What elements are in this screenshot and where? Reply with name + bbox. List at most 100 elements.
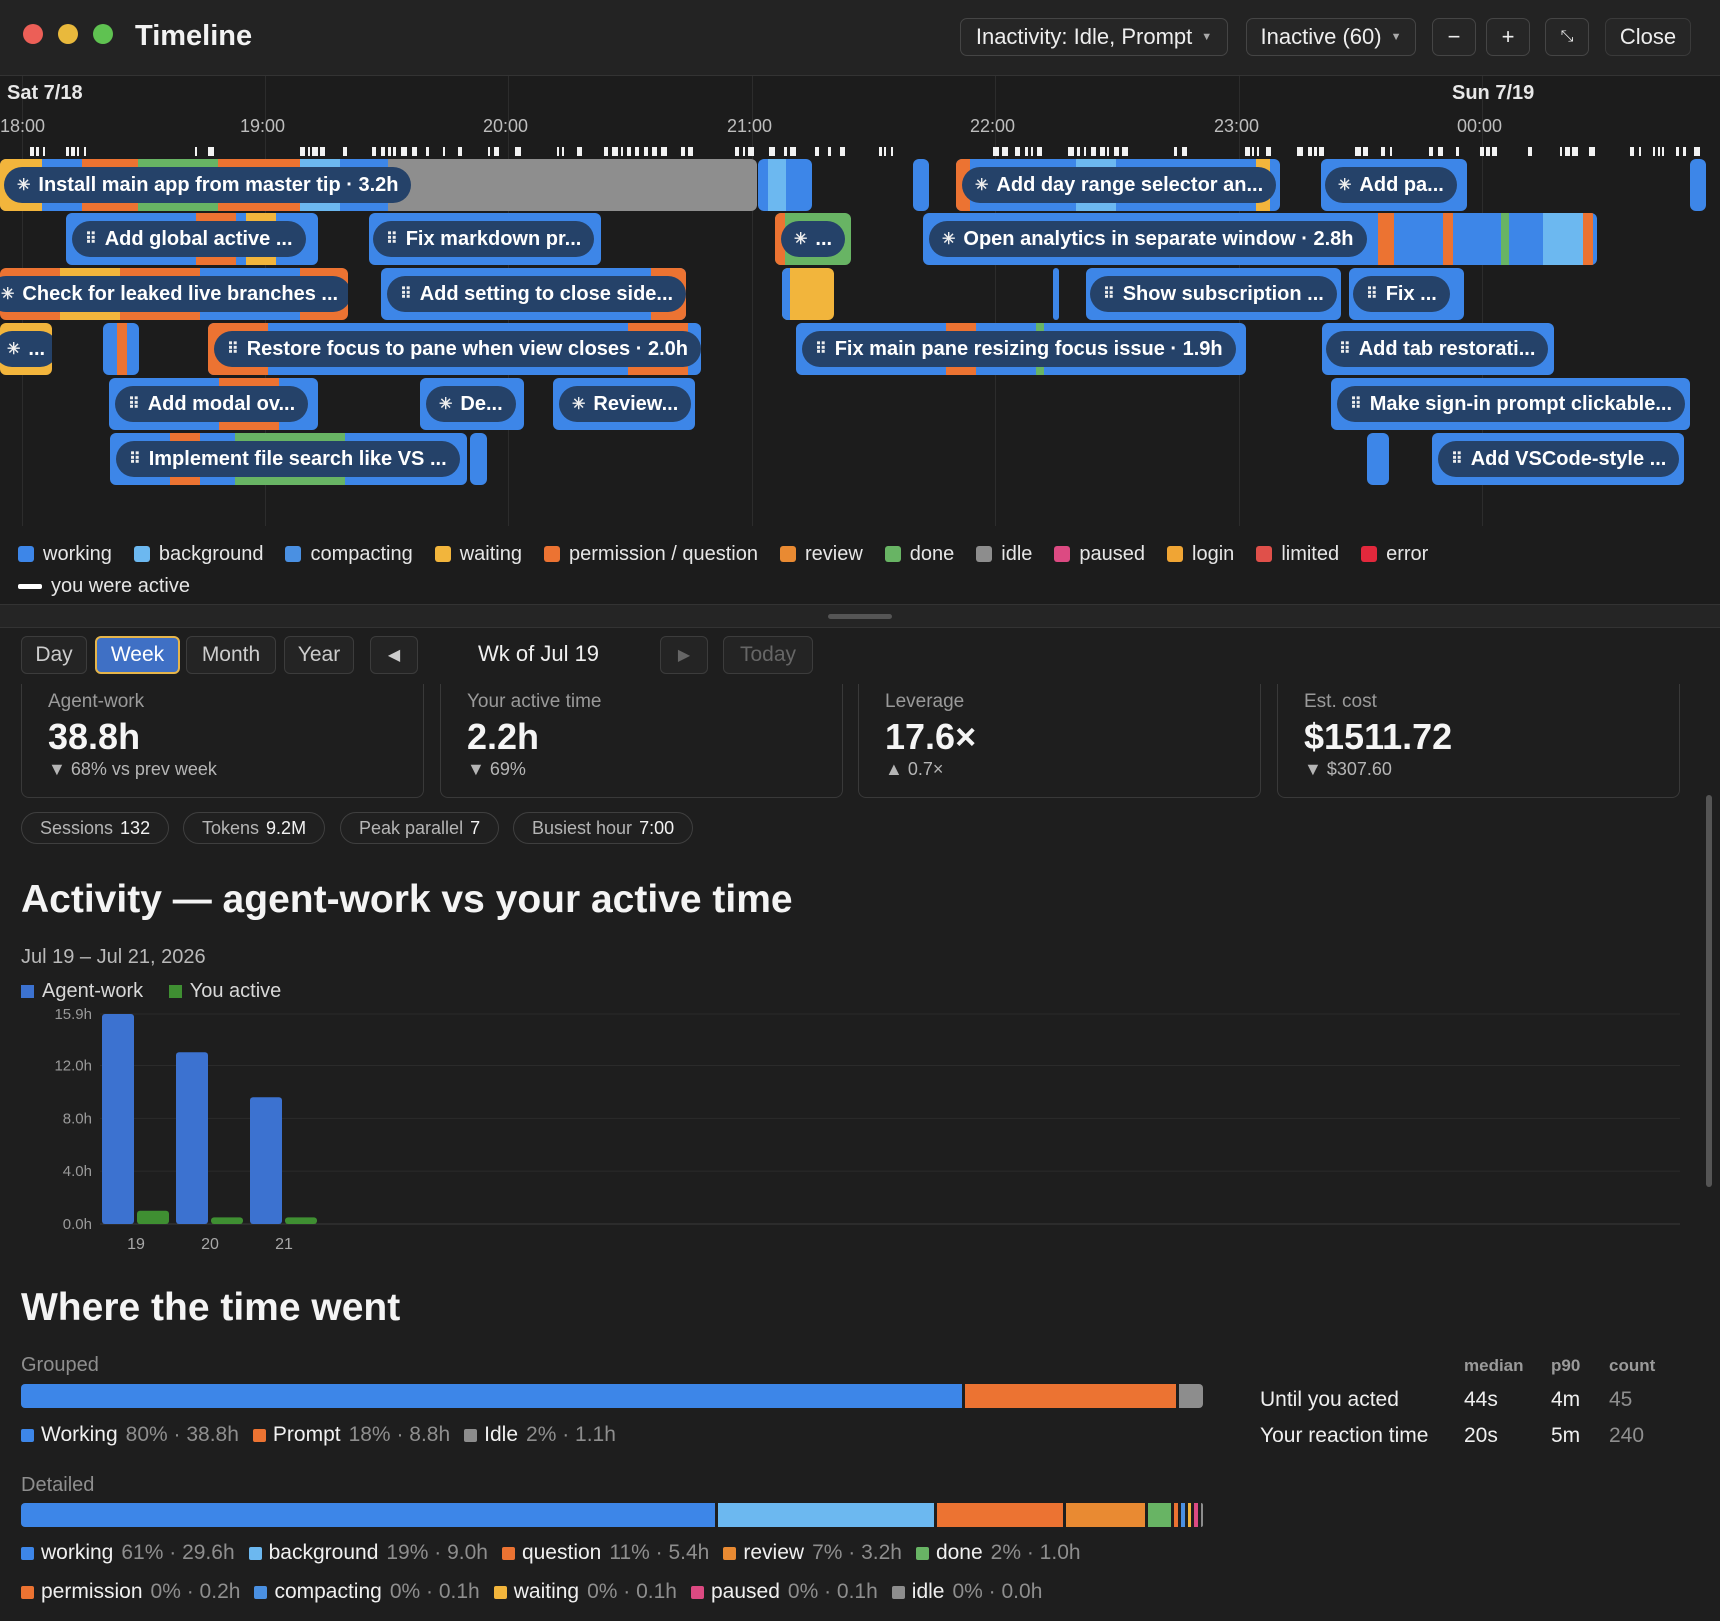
- minimize-window-button[interactable]: [58, 24, 78, 44]
- activity-tick: [1589, 147, 1595, 156]
- range-day-button[interactable]: Day: [21, 636, 87, 674]
- activity-date-range: Jul 19 – Jul 21, 2026: [21, 946, 206, 968]
- detailed-segment[interactable]: [1065, 1503, 1146, 1527]
- breakdown-legend-idle: idle 0% · 0.0h: [891, 1580, 1042, 1604]
- sparkle-icon: ✳: [17, 177, 31, 194]
- activity-tick: [1653, 147, 1655, 156]
- detailed-segment[interactable]: [1173, 1503, 1179, 1527]
- activity-tick: [1308, 147, 1312, 156]
- session-bar[interactable]: ⠿ Implement file search like VS ...: [110, 433, 467, 485]
- session-label: ✳...: [0, 331, 52, 367]
- x-tick-label: 21: [275, 1236, 293, 1253]
- column-header: count: [1609, 1356, 1656, 1375]
- session-bar[interactable]: ✳ Review...: [553, 378, 695, 430]
- session-bar[interactable]: ⠿ Fix ...: [1349, 268, 1464, 320]
- session-bar[interactable]: ✳ Check for leaked live branches ...: [0, 268, 348, 320]
- detailed-segment[interactable]: [718, 1503, 935, 1527]
- stat-label: Leverage: [885, 691, 965, 712]
- activity-tick: [443, 147, 445, 156]
- previous-period-button[interactable]: ◀: [370, 636, 418, 674]
- session-bar[interactable]: [1690, 159, 1706, 211]
- today-button[interactable]: Today: [723, 636, 813, 674]
- activity-tick: [1381, 147, 1385, 156]
- inactivity-filter-dropdown[interactable]: Inactivity: Idle, Prompt ▼: [960, 18, 1228, 56]
- chart-legend: Agent-work You active: [21, 980, 301, 1004]
- hour-label: 22:00: [970, 116, 1016, 136]
- zoom-out-button[interactable]: −: [1432, 18, 1476, 56]
- range-year-button[interactable]: Year: [284, 636, 354, 674]
- zoom-in-button[interactable]: +: [1486, 18, 1530, 56]
- hour-label: 23:00: [1214, 116, 1260, 136]
- activity-tick: [790, 147, 796, 156]
- legend-item-compacting: compacting: [285, 538, 413, 570]
- activity-tick: [320, 147, 325, 156]
- session-bar[interactable]: [758, 159, 812, 211]
- count-value: 45: [1609, 1388, 1633, 1411]
- session-bar[interactable]: ✳...: [0, 323, 52, 375]
- session-bar[interactable]: ⠿ Show subscription ...: [1086, 268, 1341, 320]
- detailed-segment[interactable]: [21, 1503, 716, 1527]
- session-bar[interactable]: ✳ Add day range selector an...: [956, 159, 1280, 211]
- detailed-segment[interactable]: [937, 1503, 1063, 1527]
- timeline-panel: Sat 7/18 Sun 7/19 18:00 19:00 20:00 21:0…: [0, 76, 1720, 604]
- hour-label: 19:00: [240, 116, 286, 136]
- session-bar[interactable]: ✳ Open analytics in separate window · 2.8…: [923, 213, 1597, 265]
- session-bar[interactable]: ⠿ Restore focus to pane when view closes …: [208, 323, 701, 375]
- grouped-segment[interactable]: [1179, 1384, 1203, 1408]
- resize-handle-icon[interactable]: [828, 614, 892, 619]
- session-bar[interactable]: [782, 268, 834, 320]
- inactive-dropdown[interactable]: Inactive (60) ▼: [1246, 18, 1416, 56]
- session-bar[interactable]: ⠿ Add global active ...: [66, 213, 318, 265]
- grouped-segment[interactable]: [21, 1384, 962, 1408]
- legend-swatch: [1054, 546, 1071, 562]
- session-bar[interactable]: ✳ Install main app from master tip · 3.2h: [0, 159, 757, 211]
- close-window-button[interactable]: [23, 24, 43, 44]
- next-period-button[interactable]: ▶: [660, 636, 708, 674]
- collapse-button[interactable]: ⤡: [1545, 18, 1589, 56]
- range-week-button[interactable]: Week: [95, 636, 180, 674]
- vertical-scrollbar[interactable]: [1706, 795, 1712, 1187]
- activity-tick: [891, 147, 893, 156]
- grouped-segment[interactable]: [964, 1384, 1177, 1408]
- session-bar[interactable]: [913, 159, 929, 211]
- column-header: p90: [1551, 1356, 1581, 1375]
- session-bar[interactable]: [1053, 268, 1059, 320]
- session-bar[interactable]: ⠿ Add modal ov...: [109, 378, 318, 430]
- detailed-segment[interactable]: [1187, 1503, 1192, 1527]
- session-bar[interactable]: ⠿ Add setting to close side...: [381, 268, 686, 320]
- session-bar[interactable]: ⠿ Add VSCode-style ...: [1432, 433, 1684, 485]
- breakdown-legend-permission: permission 0% · 0.2h: [21, 1580, 240, 1604]
- session-bar[interactable]: [1367, 433, 1389, 485]
- session-bar[interactable]: ⠿ Make sign-in prompt clickable...: [1331, 378, 1690, 430]
- chip-tokens: Tokens 9.2M: [183, 812, 326, 844]
- detailed-segment[interactable]: [1200, 1503, 1203, 1527]
- session-bar[interactable]: ⠿ Fix main pane resizing focus issue · 1.…: [796, 323, 1246, 375]
- stat-label: Your active time: [467, 691, 602, 712]
- drag-handle-icon: ⠿: [129, 451, 141, 468]
- session-bar[interactable]: ✳ Add pa...: [1321, 159, 1467, 211]
- detailed-segment[interactable]: [1148, 1503, 1171, 1527]
- session-bar[interactable]: [470, 433, 487, 485]
- activity-tick: [1257, 147, 1259, 156]
- legend-swatch: [884, 546, 901, 562]
- detailed-segment[interactable]: [1181, 1503, 1185, 1527]
- session-bar[interactable]: [103, 323, 139, 375]
- legend-swatch: [254, 1585, 268, 1599]
- bar-agent-work: [102, 1014, 134, 1224]
- activity-tick: [688, 147, 693, 156]
- activity-tick: [1002, 147, 1008, 156]
- range-month-button[interactable]: Month: [186, 636, 276, 674]
- session-label: ⠿ Fix ...: [1353, 276, 1450, 312]
- panel-divider[interactable]: [0, 604, 1720, 628]
- zoom-window-button[interactable]: [93, 24, 113, 44]
- session-bar[interactable]: ⠿ Add tab restorati...: [1322, 323, 1554, 375]
- legend-swatch: [1256, 546, 1273, 562]
- session-bar[interactable]: ⠿ Fix markdown pr...: [369, 213, 601, 265]
- session-bar[interactable]: ✳ De...: [420, 378, 524, 430]
- activity-tick: [1363, 147, 1368, 156]
- stat-delta: ▼ 69%: [467, 759, 526, 779]
- session-bar[interactable]: ✳...: [775, 213, 851, 265]
- detailed-segment[interactable]: [1194, 1503, 1198, 1527]
- session-label: ✳ De...: [426, 386, 516, 422]
- close-button[interactable]: Close: [1605, 18, 1691, 56]
